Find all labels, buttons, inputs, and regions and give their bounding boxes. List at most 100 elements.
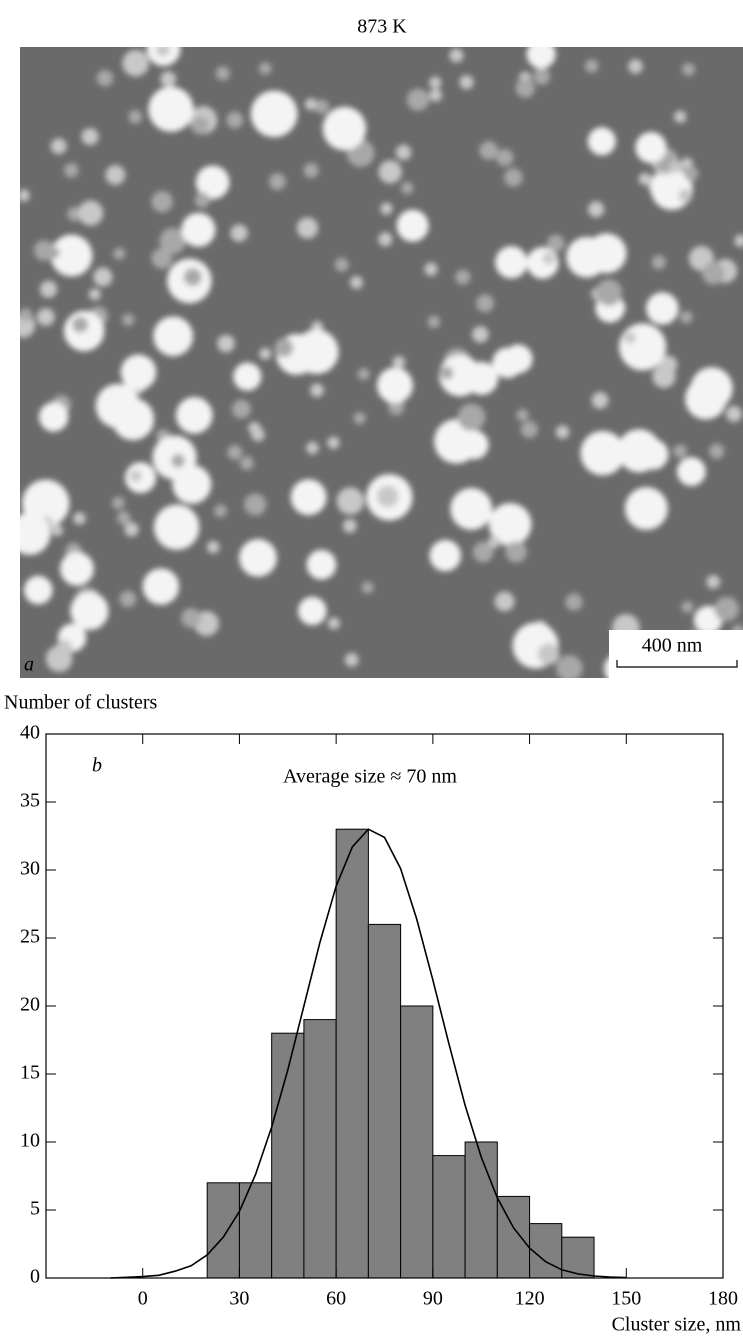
bar <box>432 1155 466 1279</box>
particle <box>533 67 551 85</box>
title: 873 K <box>357 16 407 38</box>
particle <box>310 383 324 398</box>
particle <box>542 252 555 265</box>
particle <box>119 590 137 608</box>
particle <box>95 383 140 428</box>
y-tick-label: 35 <box>20 790 40 812</box>
particle <box>505 541 527 563</box>
particle <box>96 69 114 87</box>
particle <box>503 344 533 374</box>
bar <box>529 1223 563 1279</box>
particle <box>239 456 254 470</box>
particle <box>465 361 499 395</box>
particle <box>105 164 126 185</box>
y-tick-label: 15 <box>20 1062 40 1084</box>
particle <box>734 234 743 248</box>
particle <box>306 549 337 580</box>
particle <box>88 288 101 301</box>
particle <box>239 539 277 577</box>
particle <box>429 88 443 102</box>
particle <box>23 575 53 605</box>
particle <box>342 518 357 533</box>
bar <box>464 1141 498 1279</box>
particle <box>556 654 583 678</box>
particle <box>357 368 370 381</box>
particle <box>244 493 267 516</box>
y-tick-label: 30 <box>20 858 40 880</box>
particle <box>269 173 286 190</box>
particle <box>681 600 694 613</box>
x-tick-label: 90 <box>423 1288 443 1310</box>
particle <box>496 148 514 167</box>
particle <box>619 323 667 371</box>
particle <box>459 430 489 460</box>
particle <box>20 517 46 552</box>
particle <box>148 86 194 132</box>
particle <box>122 49 150 77</box>
particle <box>646 292 679 325</box>
particle <box>669 160 682 173</box>
fit-curve <box>110 828 627 1279</box>
particle <box>50 524 63 537</box>
particle <box>516 408 529 422</box>
particle <box>673 444 687 459</box>
particle <box>73 512 86 525</box>
particle <box>457 403 486 432</box>
particle <box>450 488 493 530</box>
x-tick-label: 150 <box>611 1288 641 1310</box>
particle <box>290 479 327 516</box>
particle <box>81 128 99 146</box>
particle <box>395 144 412 161</box>
particle <box>392 355 406 369</box>
y-tick-label: 25 <box>20 926 40 948</box>
particle <box>151 248 173 269</box>
particle <box>259 62 272 75</box>
panel-label: b <box>92 755 102 777</box>
particle <box>427 315 441 329</box>
micrograph <box>20 47 743 678</box>
particle <box>183 268 202 287</box>
particle <box>638 172 652 186</box>
particle <box>353 412 366 425</box>
particle <box>194 192 210 208</box>
y-tick-label: 20 <box>20 994 40 1016</box>
particle <box>314 99 329 114</box>
particle <box>116 511 131 525</box>
particle <box>124 522 139 537</box>
particle <box>214 504 227 518</box>
particle <box>401 181 414 195</box>
particle <box>153 504 200 550</box>
particle <box>206 540 220 554</box>
particle <box>459 75 474 90</box>
particle <box>172 464 212 504</box>
particle <box>344 653 359 667</box>
particle <box>658 355 678 374</box>
particle <box>181 212 216 247</box>
particle <box>227 444 243 460</box>
particle <box>702 262 725 285</box>
particle <box>327 617 340 630</box>
x-tick-label: 60 <box>326 1288 346 1310</box>
y-tick-label: 10 <box>20 1130 40 1152</box>
particle <box>322 106 367 151</box>
particle <box>495 246 528 279</box>
particle <box>584 59 599 73</box>
bar <box>303 1019 337 1279</box>
particles <box>20 47 743 678</box>
particle <box>20 189 30 202</box>
particle <box>113 247 126 260</box>
particle <box>111 496 125 510</box>
particle <box>303 162 319 178</box>
particle <box>424 262 438 276</box>
particle <box>709 443 725 459</box>
particle <box>306 441 319 455</box>
particle <box>680 310 693 324</box>
particle <box>93 267 113 287</box>
particle <box>586 233 627 274</box>
particle <box>617 429 661 473</box>
particle <box>623 331 636 344</box>
particle <box>690 367 733 410</box>
particle <box>440 366 454 380</box>
particle <box>651 255 666 270</box>
particle <box>361 581 374 594</box>
